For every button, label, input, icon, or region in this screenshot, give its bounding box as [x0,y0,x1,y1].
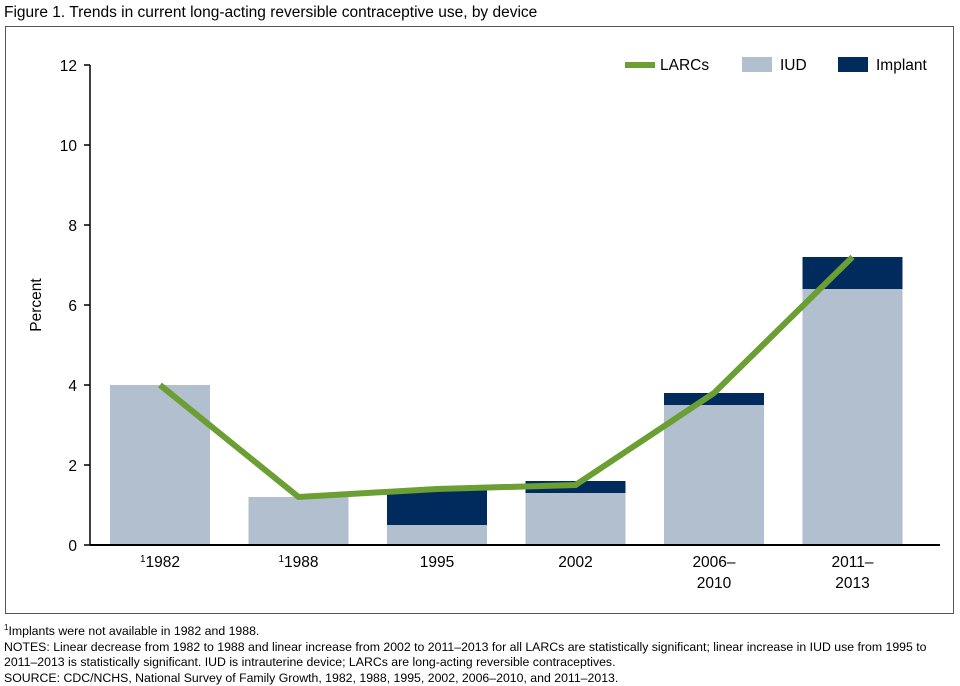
x-tick-label: 2013 [835,575,869,592]
y-tick-label: 4 [68,378,77,395]
legend-larcs-label: LARCs [660,57,709,74]
x-tick-label: 11988 [278,554,318,571]
legend-iud-swatch [742,57,772,72]
figure-title: Figure 1. Trends in current long-acting … [4,4,538,21]
x-tick-label: 2002 [558,554,592,571]
larcs-line [158,254,855,501]
bar-implant [802,257,903,289]
y-tick-label: 0 [68,538,77,555]
legend-iud-label: IUD [780,57,807,74]
x-tick-label: 2010 [697,575,732,592]
bar-iud [248,497,349,545]
y-tick-label: 2 [68,458,77,475]
x-tick-label: 1995 [420,554,454,571]
y-tick-label: 6 [68,298,77,315]
y-tick-label: 12 [60,58,77,75]
chart-notes: 1Implants were not available in 1982 and… [4,620,959,686]
y-tick-label: 10 [60,138,78,155]
footnote: 1Implants were not available in 1982 and… [4,623,260,639]
source-text: SOURCE: CDC/NCHS, National Survey of Fam… [4,670,619,685]
bar-iud [802,289,903,545]
y-tick-label: 8 [68,218,77,235]
bar-iud [387,525,487,545]
bar-iud [664,405,764,545]
legend-implant-label: Implant [876,57,928,74]
bar-iud [110,385,210,545]
x-tick-label: 2006– [692,554,735,571]
legend-implant-swatch [838,57,868,72]
y-axis-label: Percent [28,278,45,332]
chart-frame [5,26,954,614]
x-tick-label: 2011– [832,554,874,571]
bar-iud [525,493,626,545]
bar-implant [664,393,764,405]
notes-text: NOTES: Linear decrease from 1982 to 1988… [4,639,927,670]
bar-implant [387,489,487,525]
x-tick-label: 11982 [140,554,180,571]
